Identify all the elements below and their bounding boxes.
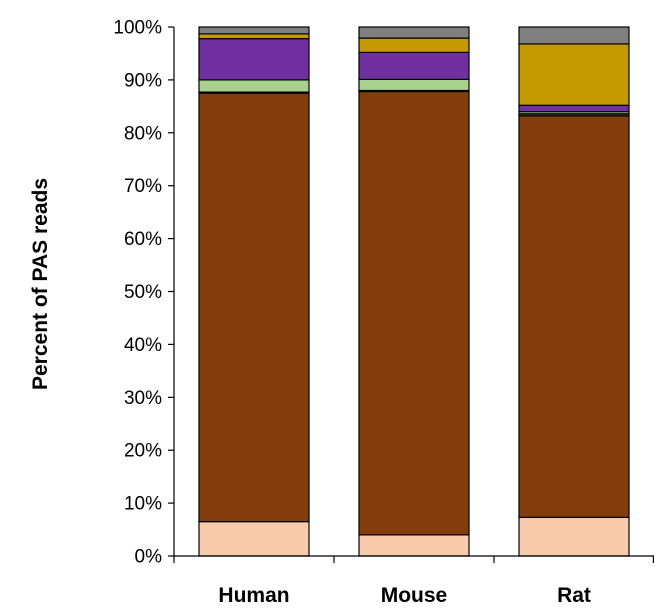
- bar-segment-human-5: [198, 38, 310, 81]
- bars-group: [198, 26, 630, 557]
- bar-segment-rat-1: [518, 516, 630, 557]
- bar-segment-mouse-5: [358, 51, 470, 80]
- bar-segment-human-4: [198, 79, 310, 93]
- bar-segment-mouse-7: [358, 26, 470, 39]
- bar-segment-human-2: [198, 92, 310, 523]
- bar-segment-rat-7: [518, 26, 630, 45]
- y-tick-label: 100%: [113, 18, 162, 39]
- y-tick-label: 0%: [135, 547, 163, 568]
- x-tick-label-mouse: Mouse: [381, 584, 448, 607]
- bar-segment-human-6: [198, 33, 310, 40]
- y-tick-label: 70%: [124, 176, 162, 197]
- bar-segment-mouse-2: [358, 90, 470, 536]
- x-axis: Human Mouse Rat: [173, 555, 655, 607]
- bar-segment-rat-6: [518, 43, 630, 106]
- bar-segment-human-7: [198, 26, 310, 35]
- y-tick-label: 50%: [124, 282, 162, 303]
- y-tick-label: 10%: [124, 494, 162, 515]
- x-tick-label-rat: Rat: [557, 584, 591, 607]
- y-tick-label: 30%: [124, 388, 162, 409]
- bar-segment-human-1: [198, 521, 310, 557]
- y-tick-label: 80%: [124, 123, 162, 144]
- bar-segment-rat-2: [518, 115, 630, 518]
- y-tick-label: 20%: [124, 441, 162, 462]
- y-tick-label: 40%: [124, 335, 162, 356]
- y-tick-label: 60%: [124, 229, 162, 250]
- y-axis: 0% 10% 20% 30% 40% 50% 60% 70% 80% 90% 100%: [113, 18, 175, 568]
- bar-segment-rat-5: [518, 104, 630, 113]
- x-tick-label-human: Human: [218, 584, 289, 607]
- bar-segment-mouse-1: [358, 534, 470, 557]
- bar-segment-mouse-4: [358, 78, 470, 92]
- y-tick-label: 90%: [124, 70, 162, 91]
- y-axis-title: Percent of PAS reads: [29, 178, 52, 390]
- bar-segment-mouse-6: [358, 37, 470, 53]
